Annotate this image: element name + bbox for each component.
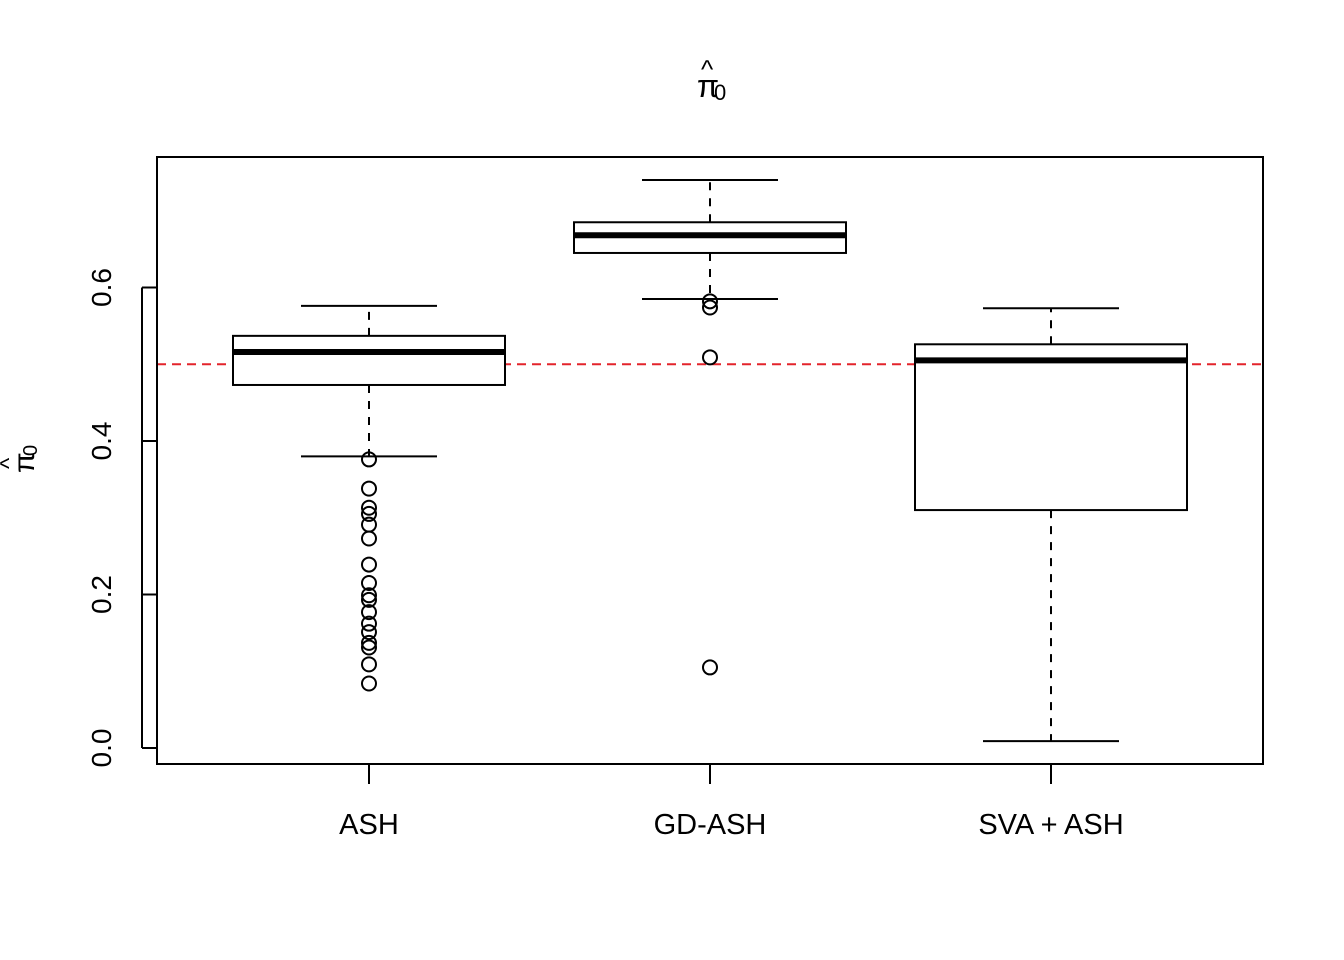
y-axis-label-hat: ^: [0, 457, 23, 469]
outlier-point: [361, 656, 377, 673]
box-group-2: [914, 307, 1188, 743]
box-group-0: [232, 304, 506, 692]
outlier-point: [361, 634, 377, 651]
outlier-point: [361, 591, 377, 608]
y-tick-label: 0.2: [86, 575, 117, 614]
chart-title-subscript: 0: [714, 80, 726, 105]
outlier-point: [361, 587, 377, 604]
outlier-point: [361, 604, 377, 621]
outlier-point: [702, 299, 718, 316]
outlier-point: [361, 574, 377, 591]
chart-title: π ^ 0: [697, 54, 726, 105]
y-tick-label: 0.4: [86, 422, 117, 461]
x-tick-label: ASH: [339, 809, 399, 841]
y-axis-label-subscript: 0: [20, 445, 42, 456]
x-tick-label: GD-ASH: [654, 809, 767, 841]
y-tick-label: 0.0: [86, 729, 117, 768]
box-iqr: [232, 334, 506, 386]
outlier-point: [361, 516, 377, 533]
outlier-point: [361, 556, 377, 573]
outlier-point: [361, 505, 377, 522]
box-group-1: [573, 179, 847, 676]
chart-title-base: π: [697, 68, 719, 104]
boxes-layer: [232, 179, 1188, 743]
outlier-point: [361, 499, 377, 516]
outlier-point: [361, 451, 377, 468]
x-axis: ASH GD-ASH SVA + ASH: [339, 764, 1124, 841]
outlier-point: [702, 293, 718, 310]
outlier-point: [361, 615, 377, 632]
outlier-point: [361, 675, 377, 692]
box-iqr: [914, 343, 1188, 512]
outlier-point: [361, 480, 377, 497]
y-axis: 0.0 0.2 0.4 0.6: [86, 268, 157, 767]
chart-title-hat: ^: [701, 54, 714, 84]
outlier-point: [702, 659, 718, 676]
x-tick-label: SVA + ASH: [978, 809, 1123, 841]
y-tick-label: 0.6: [86, 268, 117, 307]
outlier-point: [702, 349, 718, 366]
outlier-point: [361, 624, 377, 641]
outlier-point: [361, 530, 377, 547]
plot-frame: [156, 156, 1264, 765]
y-axis-label: π ^ 0: [0, 445, 42, 473]
outlier-point: [361, 639, 377, 656]
y-axis-label-base: π: [8, 452, 41, 473]
